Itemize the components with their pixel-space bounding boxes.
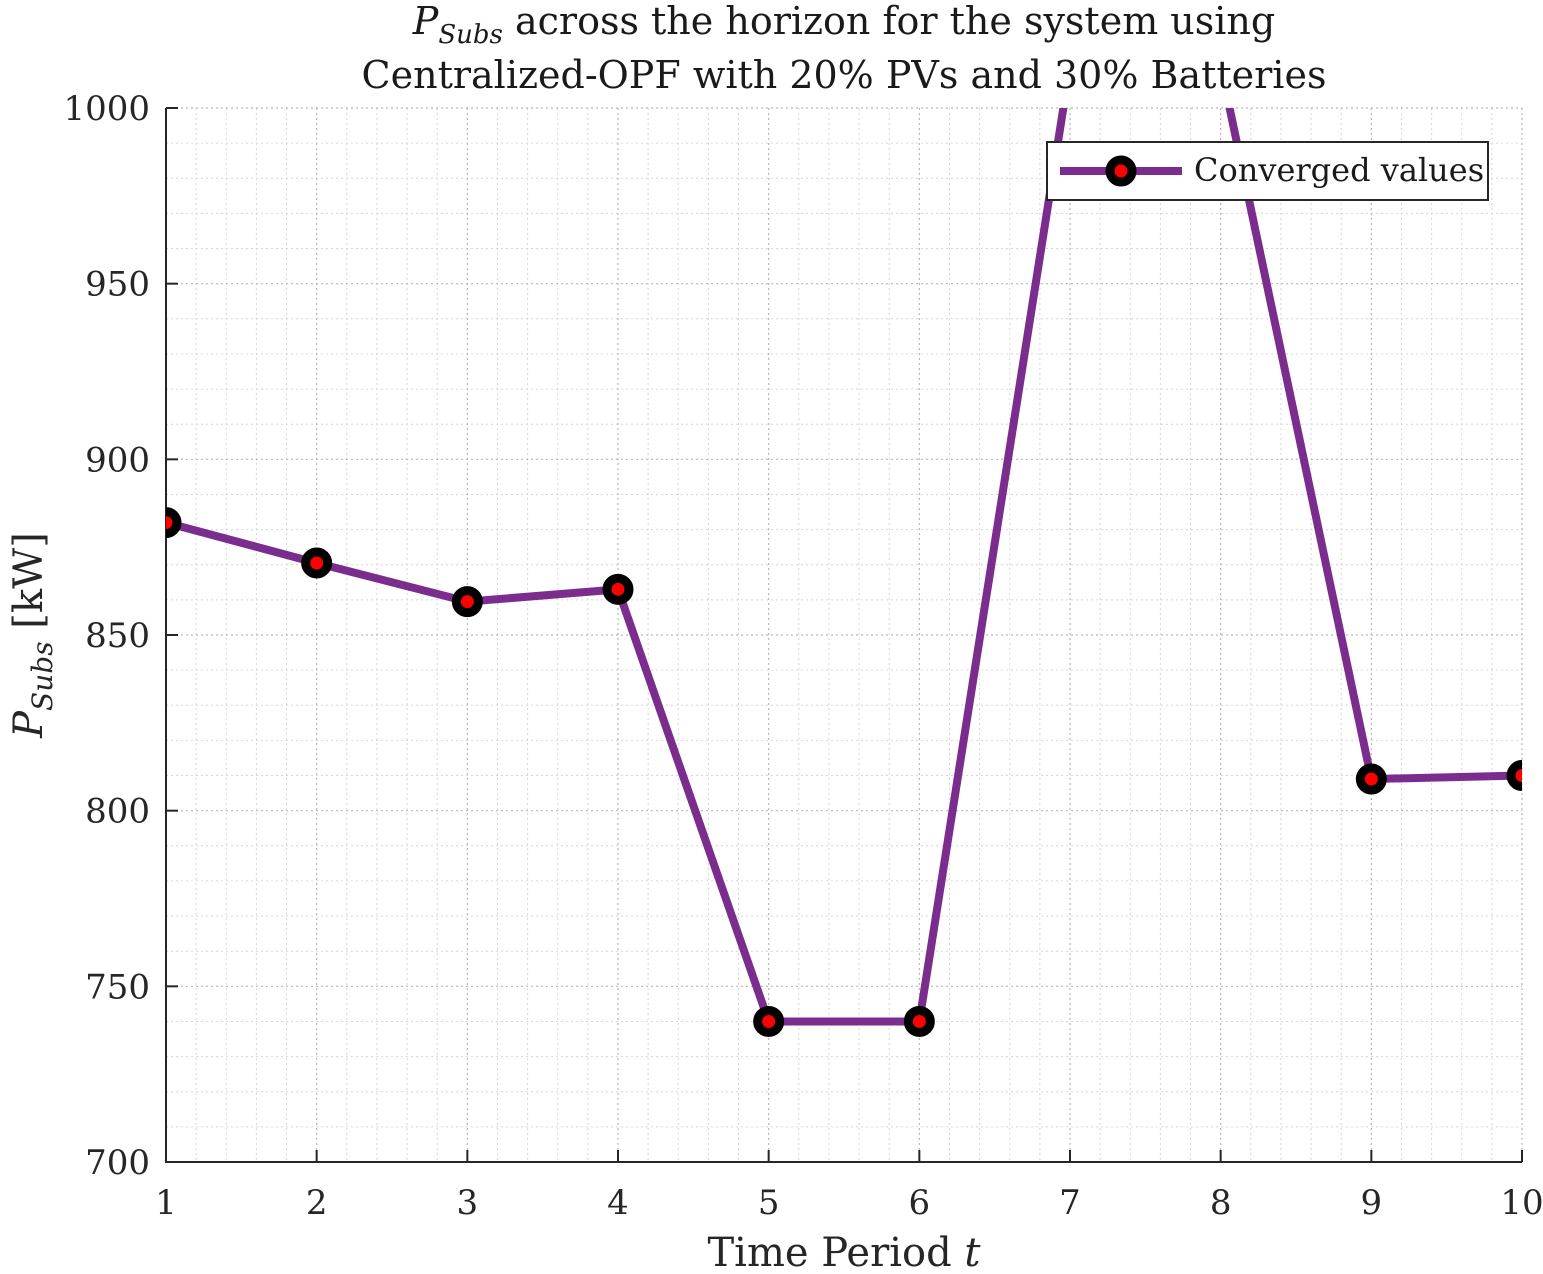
y-axis-label: PSubs [kW] xyxy=(6,532,59,739)
data-point xyxy=(1355,763,1387,795)
chart-title-line-2: Centralized-OPF with 20% PVs and 30% Bat… xyxy=(362,53,1327,97)
y-tick-label: 900 xyxy=(85,440,150,480)
x-tick-label: 2 xyxy=(306,1183,328,1223)
y-tick-label: 700 xyxy=(85,1143,150,1183)
y-axis-label-unit: [kW] xyxy=(6,532,52,641)
title-subscript: Subs xyxy=(438,20,503,50)
x-tick-label: 9 xyxy=(1361,1183,1383,1223)
data-point xyxy=(166,507,182,539)
x-axis-label-text: Time Period xyxy=(708,1230,965,1274)
y-axis-label-subscript: Subs xyxy=(26,641,59,711)
data-point xyxy=(1506,760,1522,792)
axis-ticks xyxy=(165,107,1523,1163)
x-tick-label: 7 xyxy=(1059,1183,1081,1223)
legend-marker xyxy=(1105,155,1137,187)
legend-label: Converged values xyxy=(1194,151,1484,189)
x-tick-label: 4 xyxy=(607,1183,629,1223)
y-tick-label: 750 xyxy=(85,967,150,1007)
data-point xyxy=(903,1005,935,1037)
x-tick-label: 10 xyxy=(1500,1183,1543,1223)
x-tick-labels: 1 2 3 4 5 6 7 8 9 10 xyxy=(155,1183,1543,1223)
series-line xyxy=(166,108,1522,1026)
x-tick-label: 1 xyxy=(155,1183,177,1223)
y-tick-label: 800 xyxy=(85,792,150,832)
y-tick-labels: 700 750 800 850 900 950 1000 xyxy=(63,89,150,1183)
x-axis-label: Time Period t xyxy=(708,1230,982,1274)
data-point xyxy=(753,1005,785,1037)
x-tick-label: 3 xyxy=(457,1183,479,1223)
axes-frame xyxy=(165,108,1522,1163)
title-rest: across the horizon for the system using xyxy=(503,0,1275,43)
data-point xyxy=(451,586,483,618)
title-symbol: P xyxy=(412,0,440,43)
x-tick-label: 5 xyxy=(758,1183,780,1223)
x-tick-label: 6 xyxy=(909,1183,931,1223)
y-axis-label-symbol: P xyxy=(6,710,52,739)
x-tick-label: 8 xyxy=(1210,1183,1232,1223)
data-point xyxy=(602,573,634,605)
grid xyxy=(165,107,1523,1163)
series-layer xyxy=(166,108,1522,1037)
legend: Converged values xyxy=(1046,141,1489,201)
data-point xyxy=(301,547,333,579)
y-tick-label: 950 xyxy=(85,265,150,305)
y-tick-label: 850 xyxy=(85,616,150,656)
chart-title-line-1: PSubs across the horizon for the system … xyxy=(412,0,1275,50)
x-axis-label-var: t xyxy=(964,1230,981,1274)
y-tick-label: 1000 xyxy=(63,89,150,129)
